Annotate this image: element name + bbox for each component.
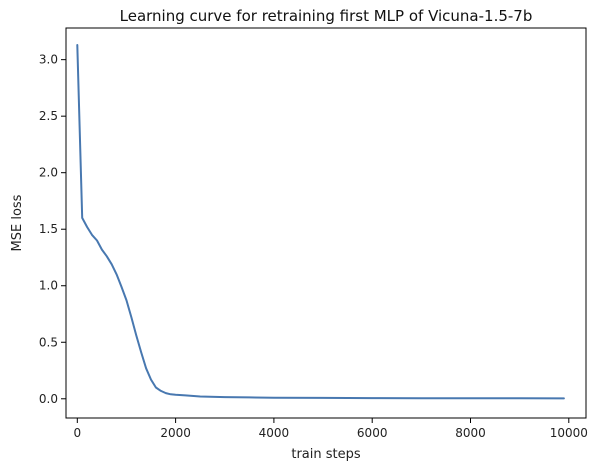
y-tick-label: 2.0 [39,166,58,180]
y-tick-label: 2.5 [39,109,58,123]
x-tick-label: 8000 [455,426,486,440]
x-tick-label: 4000 [259,426,290,440]
y-tick-label: 1.0 [39,279,58,293]
chart-title: Learning curve for retraining first MLP … [120,7,533,25]
y-tick-label: 1.5 [39,222,58,236]
y-tick-label: 3.0 [39,53,58,67]
y-tick-label: 0.0 [39,392,58,406]
x-axis-label: train steps [291,447,361,462]
y-axis-label: MSE loss [10,194,25,251]
x-tick-label: 10000 [550,426,588,440]
y-axis: 0.0 0.5 1.0 1.5 2.0 2.5 3.0 [39,53,66,406]
plot-frame [65,27,587,419]
x-tick-label: 6000 [357,426,388,440]
loss-curve-line [76,44,565,400]
x-tick-label: 2000 [160,426,191,440]
y-tick-label: 0.5 [39,335,58,349]
x-tick-label: 0 [73,426,81,440]
x-axis: 0 2000 4000 6000 8000 10000 [73,418,588,440]
